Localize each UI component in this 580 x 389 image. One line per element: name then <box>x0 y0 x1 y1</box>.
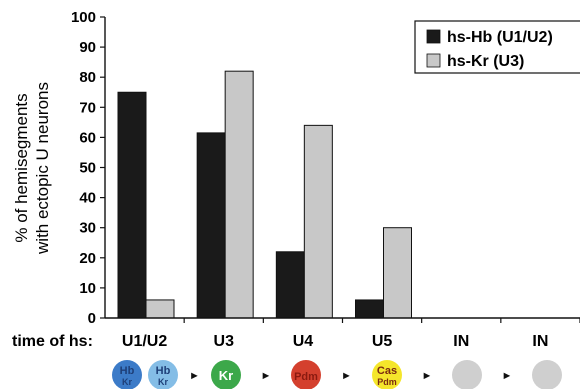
x-category-label: U3 <box>214 333 235 350</box>
y-tick-label: 40 <box>79 190 96 207</box>
bar-hs-kr-0 <box>145 299 175 319</box>
y-axis-ticks: 0 10 20 30 40 50 60 70 80 90 100 <box>71 9 105 327</box>
timeline-bubble <box>532 360 562 389</box>
timeline-bubble <box>372 360 402 389</box>
x-category-label: IN <box>532 333 548 350</box>
timeline-arrow: ► <box>261 370 272 382</box>
timeline-bubble-label: Hb <box>120 365 135 377</box>
y-tick-label: 30 <box>79 220 96 237</box>
y-tick-label: 100 <box>71 9 96 26</box>
timeline-bubble <box>452 360 482 389</box>
bar-hs-hb-3 <box>355 299 384 319</box>
bar-hs-hb-1 <box>196 132 226 319</box>
x-category-label: U5 <box>372 333 393 350</box>
timeline-bubble-label: Hb <box>156 365 171 377</box>
y-tick-label: 80 <box>79 69 96 86</box>
legend-label-hs-kr: hs-Kr (U3) <box>447 53 524 70</box>
timeline-bubble <box>291 360 321 389</box>
bar-hs-kr-3 <box>383 227 412 319</box>
x-category-label: IN <box>453 333 469 350</box>
bar-hs-kr-1 <box>224 70 254 319</box>
x-category-label: U4 <box>293 333 314 350</box>
legend-label-hs-hb: hs-Hb (U1/U2) <box>447 29 553 46</box>
timeline-arrow: ► <box>502 370 513 382</box>
time-of-hs-label: time of hs: <box>12 333 93 350</box>
y-tick-label: 60 <box>79 129 96 146</box>
y-tick-label: 70 <box>79 99 96 116</box>
timeline-arrow: ► <box>341 370 352 382</box>
timeline-bubble-sublabel: Kr <box>122 377 132 387</box>
timeline-bubble-sublabel: Kr <box>158 377 168 387</box>
timeline-bubble-sublabel: Pdm <box>377 377 397 387</box>
timeline-arrow: ► <box>189 370 200 382</box>
y-tick-label: 0 <box>88 310 96 327</box>
y-axis-label: % of hemisegments with ectopic U neurons <box>12 82 52 255</box>
y-tick-label: 10 <box>79 280 96 297</box>
bar-hs-kr-2 <box>303 124 333 319</box>
bars <box>117 70 412 319</box>
y-tick-label: 50 <box>79 160 96 177</box>
x-axis-categories: U1/U2 U3 U4 U5 IN IN <box>122 333 549 350</box>
axes <box>104 17 580 323</box>
legend-box <box>414 20 580 74</box>
y-tick-label: 90 <box>79 39 96 56</box>
bar-hs-hb-2 <box>275 251 305 319</box>
timeline-bubble <box>148 360 178 389</box>
timeline-arrow: ► <box>422 370 433 382</box>
y-axis-label-line-1: % of hemisegments <box>12 93 31 242</box>
timeline-bubble-label: Kr <box>219 368 233 383</box>
timeline-bubble-label: Cas <box>377 365 397 377</box>
legend: hs-Hb (U1/U2) hs-Kr (U3) <box>414 20 580 74</box>
timeline-bubble <box>112 360 142 389</box>
bar-hs-hb-0 <box>117 91 147 319</box>
legend-swatch-hs-kr <box>426 53 441 68</box>
x-category-label: U1/U2 <box>122 333 167 350</box>
timeline-bubble-label: Pdm <box>294 371 318 383</box>
legend-swatch-hs-hb <box>426 29 441 44</box>
y-tick-label: 20 <box>79 250 96 267</box>
y-axis-label-line-2: with ectopic U neurons <box>33 82 52 255</box>
timeline-bubble <box>211 360 241 389</box>
